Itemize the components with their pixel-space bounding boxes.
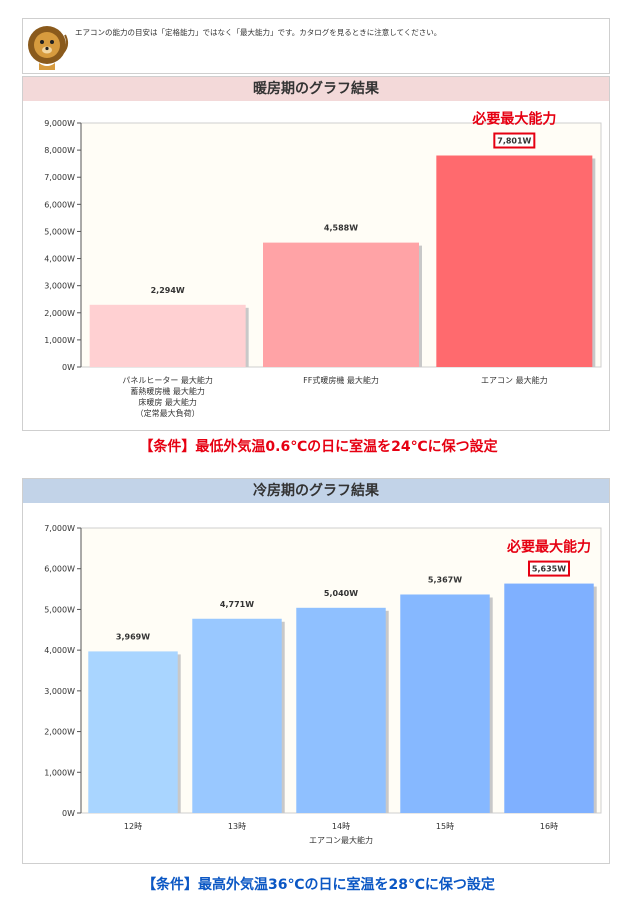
bar <box>296 607 386 813</box>
bar <box>504 583 594 813</box>
cooling-chart: 0W 1,000W 2,000W 3,000W 4,000W 5,000W 6,000W 7,… <box>44 524 602 845</box>
y-tick-label: 4,000W <box>44 255 75 264</box>
x-category-label: パネルヒーター 最大能力 <box>122 375 213 385</box>
highlight-annotation: 必要最大能力 <box>471 111 556 128</box>
x-category-label: 14時 <box>332 822 350 831</box>
x-category-label: 床暖房 最大能力 <box>138 397 197 407</box>
y-tick-label: 5,000W <box>44 605 75 614</box>
x-category-label: 12時 <box>124 822 142 831</box>
x-category-label: 15時 <box>436 822 454 831</box>
y-tick-label: 5,000W <box>44 227 75 236</box>
x-category-label: エアコン 最大能力 <box>481 375 548 385</box>
bar-value-label: 5,367W <box>428 575 462 584</box>
highlight-box <box>493 132 536 149</box>
bar-value-label: 4,588W <box>324 224 358 233</box>
heating-chart: 0W 1,000W 2,000W 3,000W 4,000W 5,000W 6,000W 7,… <box>44 111 602 418</box>
x-category-label: 13時 <box>228 822 246 831</box>
bar <box>192 618 282 813</box>
bar <box>89 304 246 367</box>
heating-panel-title: 暖房期のグラフ結果 <box>23 77 609 101</box>
notice-text: エアコンの能力の目安は「定格能力」ではなく「最大能力」です。カタログを見るときに… <box>75 28 442 37</box>
bar-value-label: 3,969W <box>116 632 150 641</box>
highlight-box <box>528 560 570 577</box>
x-category-label: FF式暖房機 最大能力 <box>303 375 379 385</box>
bar <box>263 242 419 367</box>
bar-value-label: 5,040W <box>324 589 358 598</box>
highlight-annotation: 必要最大能力 <box>506 539 591 556</box>
bar <box>436 155 593 367</box>
heating-condition: 【条件】最低外気温0.6℃の日に室温を24℃に保つ設定 <box>139 439 498 455</box>
bar-value-label: 5,635W <box>532 565 566 574</box>
heating-panel: 暖房期のグラフ結果 0W 1,000W 2,000W 3,000W 4,000W 5,00… <box>22 76 610 431</box>
y-tick-label: 1,000W <box>44 768 75 777</box>
x-axis-title: エアコン最大能力 <box>309 835 373 845</box>
y-tick-label: 6,000W <box>44 200 75 209</box>
bar-value-label: 2,294W <box>151 286 185 295</box>
y-tick-label: 9,000W <box>44 119 75 128</box>
y-tick-label: 7,000W <box>44 524 75 533</box>
y-tick-label: 2,000W <box>44 728 75 737</box>
y-tick-label: 8,000W <box>44 146 75 155</box>
y-tick-label: 0W <box>62 809 75 818</box>
bar-value-label: 4,771W <box>220 600 254 609</box>
x-category-label: 16時 <box>540 822 558 831</box>
x-category-label: 蓄熱暖房機 最大能力 <box>130 386 205 396</box>
y-tick-label: 1,000W <box>44 336 75 345</box>
y-tick-label: 7,000W <box>44 173 75 182</box>
notice-box: エアコンの能力の目安は「定格能力」ではなく「最大能力」です。カタログを見るときに… <box>22 18 610 74</box>
x-category-label: （定常最大負荷） <box>136 408 200 418</box>
bar-value-label: 7,801W <box>497 137 531 146</box>
y-tick-label: 4,000W <box>44 646 75 655</box>
cooling-condition: 【条件】最高外気温36℃の日に室温を28℃に保つ設定 <box>142 877 495 893</box>
y-tick-label: 0W <box>62 363 75 372</box>
y-tick-label: 2,000W <box>44 309 75 318</box>
cooling-panel: 冷房期のグラフ結果 0W 1,000W 2,000W 3,000W 4,000W 5,00… <box>22 478 610 864</box>
lion-icon <box>28 26 69 70</box>
y-tick-label: 3,000W <box>44 687 75 696</box>
bar <box>400 594 490 813</box>
cooling-panel-title: 冷房期のグラフ結果 <box>23 479 609 503</box>
bar <box>88 651 178 813</box>
y-tick-label: 6,000W <box>44 565 75 574</box>
y-tick-label: 3,000W <box>44 282 75 291</box>
